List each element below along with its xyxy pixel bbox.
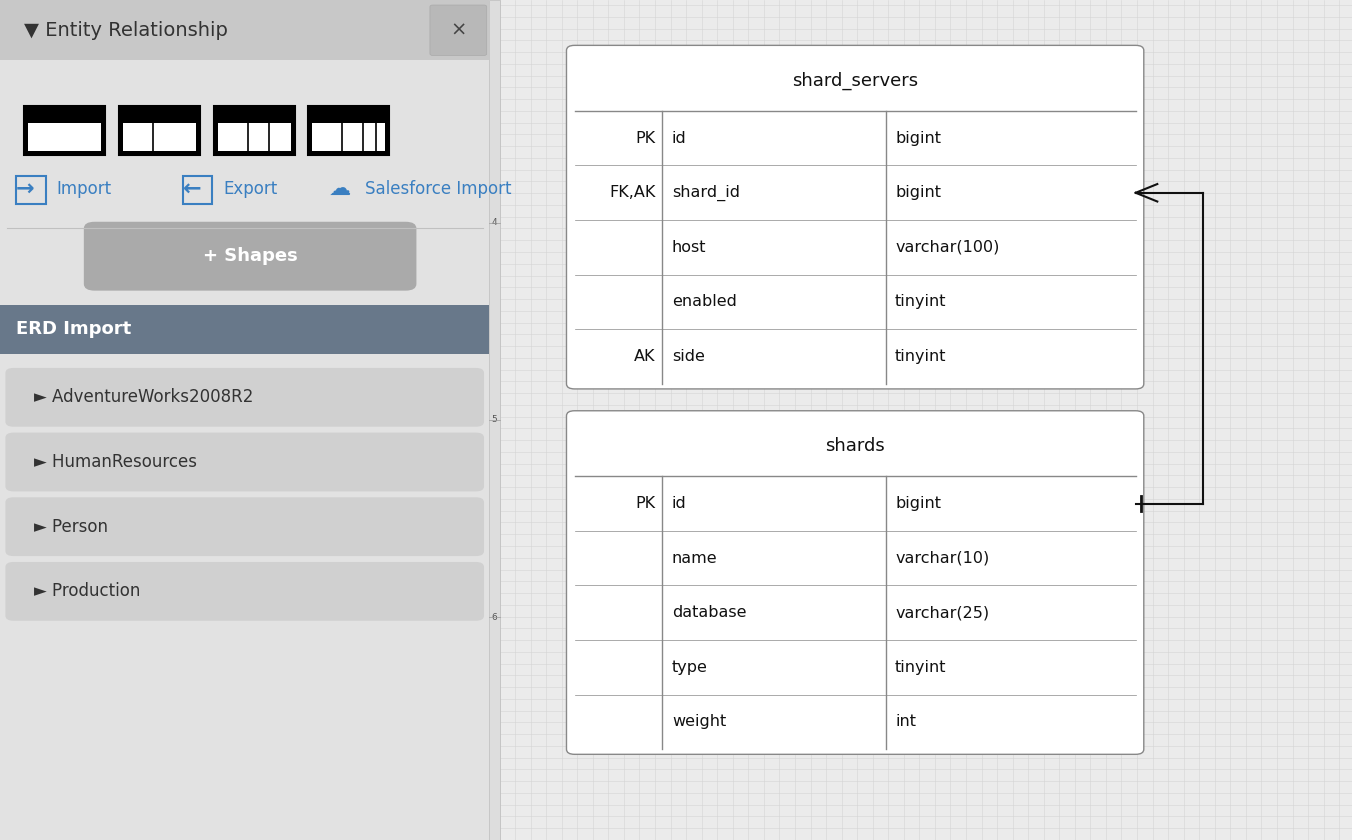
Text: weight: weight <box>672 715 726 729</box>
Text: 6: 6 <box>492 613 498 622</box>
Text: varchar(25): varchar(25) <box>895 606 990 620</box>
Text: Export: Export <box>223 180 277 198</box>
FancyBboxPatch shape <box>5 562 484 621</box>
FancyBboxPatch shape <box>312 109 385 123</box>
FancyBboxPatch shape <box>28 123 101 151</box>
FancyBboxPatch shape <box>5 368 484 427</box>
Text: ► Production: ► Production <box>34 582 141 601</box>
Text: enabled: enabled <box>672 295 737 309</box>
FancyBboxPatch shape <box>28 109 101 123</box>
Text: ► Person: ► Person <box>34 517 108 536</box>
Text: id: id <box>672 131 687 145</box>
Text: varchar(10): varchar(10) <box>895 551 990 565</box>
FancyBboxPatch shape <box>312 123 385 151</box>
FancyBboxPatch shape <box>0 305 489 354</box>
Text: + Shapes: + Shapes <box>203 247 297 265</box>
Text: ► HumanResources: ► HumanResources <box>34 453 197 471</box>
Text: varchar(100): varchar(100) <box>895 240 999 255</box>
Text: FK,AK: FK,AK <box>610 186 656 200</box>
Text: side: side <box>672 349 704 364</box>
Text: ▼ Entity Relationship: ▼ Entity Relationship <box>24 21 228 39</box>
Text: tinyint: tinyint <box>895 295 946 309</box>
Text: host: host <box>672 240 707 255</box>
FancyBboxPatch shape <box>119 106 200 155</box>
FancyBboxPatch shape <box>430 5 487 55</box>
Text: ←: ← <box>183 179 201 199</box>
FancyBboxPatch shape <box>0 0 489 840</box>
Text: type: type <box>672 660 708 675</box>
FancyBboxPatch shape <box>5 497 484 556</box>
FancyBboxPatch shape <box>214 106 295 155</box>
Text: name: name <box>672 551 718 565</box>
Text: Salesforce Import: Salesforce Import <box>365 180 511 198</box>
Text: ☁: ☁ <box>329 179 350 199</box>
FancyBboxPatch shape <box>566 45 1144 389</box>
Text: ► AdventureWorks2008R2: ► AdventureWorks2008R2 <box>34 388 253 407</box>
Text: bigint: bigint <box>895 186 941 200</box>
FancyBboxPatch shape <box>218 109 291 123</box>
Text: bigint: bigint <box>895 131 941 145</box>
Text: 5: 5 <box>492 416 498 424</box>
Text: shards: shards <box>825 437 886 455</box>
FancyBboxPatch shape <box>84 222 416 291</box>
FancyBboxPatch shape <box>123 109 196 123</box>
Text: PK: PK <box>635 496 656 511</box>
Text: database: database <box>672 606 746 620</box>
Text: bigint: bigint <box>895 496 941 511</box>
Text: shard_id: shard_id <box>672 185 740 201</box>
Text: AK: AK <box>634 349 656 364</box>
Text: id: id <box>672 496 687 511</box>
Text: ERD Import: ERD Import <box>16 320 131 339</box>
Text: tinyint: tinyint <box>895 660 946 675</box>
FancyBboxPatch shape <box>5 433 484 491</box>
FancyBboxPatch shape <box>24 106 105 155</box>
Text: shard_servers: shard_servers <box>792 71 918 90</box>
FancyBboxPatch shape <box>308 106 389 155</box>
FancyBboxPatch shape <box>123 123 196 151</box>
Text: ×: × <box>450 21 466 39</box>
Text: PK: PK <box>635 131 656 145</box>
FancyBboxPatch shape <box>566 411 1144 754</box>
FancyBboxPatch shape <box>489 0 500 840</box>
FancyBboxPatch shape <box>218 123 291 151</box>
Text: int: int <box>895 715 917 729</box>
Text: →: → <box>16 179 35 199</box>
Text: Import: Import <box>57 180 112 198</box>
Text: 4: 4 <box>492 218 498 227</box>
Text: tinyint: tinyint <box>895 349 946 364</box>
FancyBboxPatch shape <box>0 0 489 60</box>
